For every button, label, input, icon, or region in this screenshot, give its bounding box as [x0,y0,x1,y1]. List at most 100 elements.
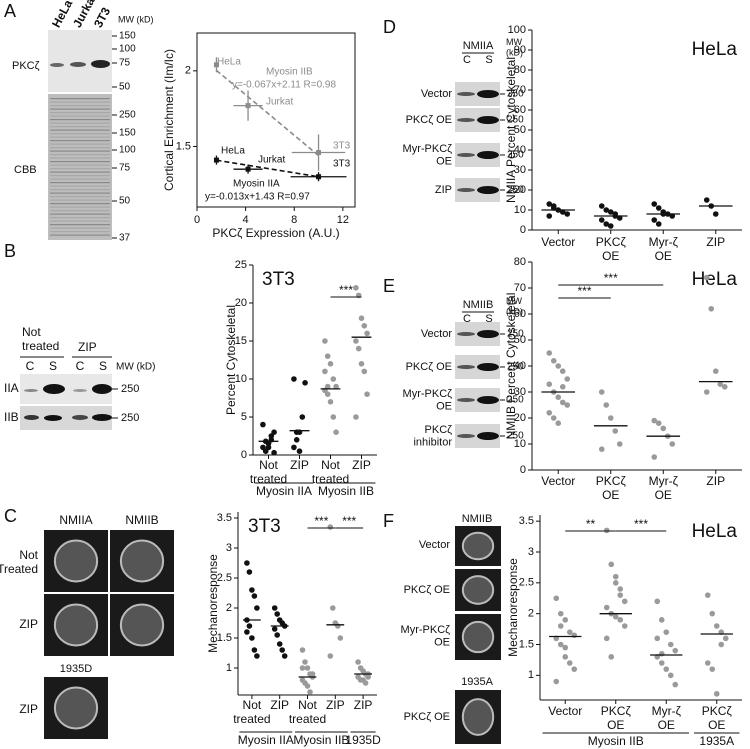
group-label: Myosin IIA [238,733,294,747]
y-tick-label: 25 [235,259,247,271]
data-point [291,444,297,451]
data-point [655,221,662,227]
label: C [26,359,35,373]
blot-band [91,60,110,68]
data-point [603,207,610,213]
label: C [76,359,85,373]
y-axis-label: Cortical Enrichment (Im/Ic) [162,49,176,191]
y-tick-label: 2.5 [217,572,232,584]
blot-band [457,153,475,157]
label: S [99,359,107,373]
label: 1935A [461,676,493,688]
data-point [333,429,339,436]
blot-band [477,432,499,440]
x-tick-label: Myr-ζ OE [652,704,682,732]
label: Vector [421,328,453,340]
data-point [271,449,277,456]
data-point [654,598,661,605]
label: Myr-PKCζ OE [403,143,453,168]
label: 75 [119,163,131,174]
y-tick-label: 2.5 [519,577,534,589]
group-label: 1935D [345,733,381,747]
label: 250 [119,110,136,121]
label: 100 [119,44,136,55]
data-point [571,666,578,672]
y-tick-label: 80 [514,64,526,76]
data-point [274,611,280,617]
y-tick-label: 40 [514,360,526,372]
blot-band [50,189,110,191]
data-point [251,647,258,653]
blot-band [477,363,499,371]
data-point [564,402,571,408]
data-point [660,425,667,432]
blot-band [72,415,88,420]
data-point [245,166,251,172]
blot-band [50,161,110,163]
x-tick-label: Vector [541,474,575,488]
cell [461,575,495,605]
blot-band [24,415,39,420]
blot-band [70,62,86,67]
blot-band [50,108,110,110]
data-point [603,635,610,642]
label: 50 [119,82,131,93]
cell [461,698,495,736]
data-point [559,368,566,375]
cell [119,539,165,583]
y-tick-label: 3 [226,542,232,554]
data-point [651,417,658,424]
data-point [598,217,605,223]
label: NMIIA [463,40,494,52]
label: 250 [121,412,139,424]
plot-frame [196,32,356,208]
data-point [246,623,253,629]
y-tick-label: 3.5 [217,512,232,524]
point-label: HeLa [221,146,245,157]
blot-band [50,154,110,156]
data-point [557,623,564,629]
label: NMIIA [59,513,92,527]
blot-band [50,105,110,107]
y-tick-label: 10 [514,204,526,216]
blot-band [50,217,110,219]
y-tick-label: 50 [514,124,526,136]
y-tick-label: 1 [226,662,232,674]
y-axis-label: NMIIB Percent Cytoskeletal [504,293,518,440]
data-point [546,213,553,219]
label: HeLa [49,0,75,30]
blot-band [457,434,475,438]
y-tick-label: 3 [528,546,534,558]
data-point [546,201,553,207]
data-point [546,410,553,416]
blot-band [477,396,499,404]
y-tick-label: 20 [514,184,526,196]
x-tick-label: ZIP [290,458,309,472]
data-point [603,221,610,227]
data-point [655,420,662,427]
data-point [566,660,573,666]
label: CBB [14,164,37,176]
x-tick-label: PKCζ OE [702,704,733,732]
point-label: Jurkat [258,155,285,166]
label: C [463,54,471,66]
blot-band [92,414,112,421]
y-axis-label: Mechanoresponse [206,554,220,653]
data-point [603,604,610,611]
significance-label: *** [314,514,328,528]
x-tick-label: ZIP [352,458,371,472]
y-tick-label: 60 [514,104,526,116]
y-tick-label: 0 [520,224,526,236]
data-point [330,376,337,382]
fit-label: y=-0.013x+1.43 R=0.97 [205,192,310,203]
blot-band [50,150,110,152]
blot-band [457,188,475,192]
data-point [304,665,311,671]
label: 250 [507,431,524,442]
label: Not Treated [0,548,39,576]
blot-band [73,389,87,392]
chart-title: 3T3 [262,269,295,290]
data-point [713,623,720,629]
data-point [708,306,715,312]
data-point [353,285,359,291]
